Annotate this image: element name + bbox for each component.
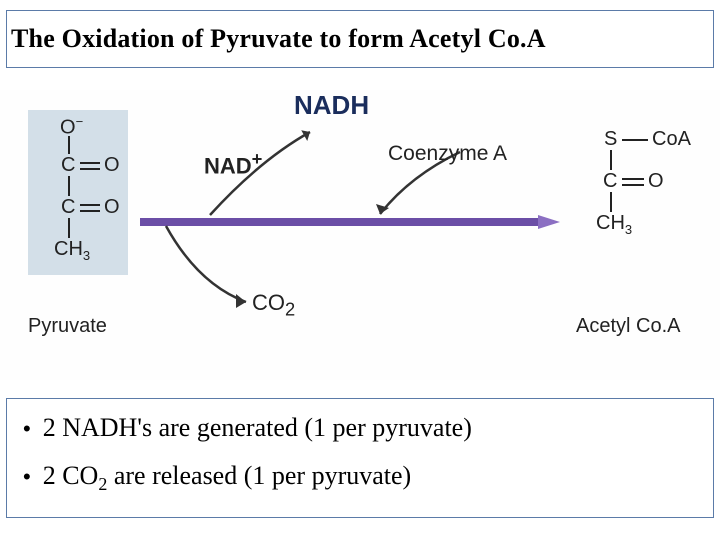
atom-ch: CH xyxy=(596,212,625,234)
sub-3: 3 xyxy=(83,248,90,263)
pyruvate-o-minus: O− xyxy=(60,114,83,140)
minus-superscript: − xyxy=(76,114,84,129)
pyruvate-c2: C xyxy=(61,196,75,219)
double-bond-bottom xyxy=(622,184,644,186)
bond-line xyxy=(610,192,612,212)
bullets-box: • 2 NADH's are generated (1 per pyruvate… xyxy=(6,398,714,518)
acetyl-coa-label: Acetyl Co.A xyxy=(576,315,680,338)
sub-3: 3 xyxy=(625,222,632,237)
title-box: The Oxidation of Pyruvate to form Acetyl… xyxy=(6,10,714,68)
coenzyme-a-label: Coenzyme A xyxy=(388,142,507,166)
acetyl-s: S xyxy=(604,128,617,151)
nad-text: NAD xyxy=(204,153,252,178)
double-bond-top xyxy=(80,162,100,164)
bullet-text-b: are released (1 per pyruvate) xyxy=(107,461,411,490)
pyruvate-ch3: CH3 xyxy=(54,238,90,263)
acetyl-coa-structure: S CoA C O CH3 xyxy=(582,128,712,278)
nadh-label: NADH xyxy=(294,90,369,121)
page-title: The Oxidation of Pyruvate to form Acetyl… xyxy=(11,24,546,54)
double-bond-top xyxy=(80,204,100,206)
bullet-text-a: 2 CO xyxy=(43,461,99,490)
bullet-sub: 2 xyxy=(98,474,107,494)
pyruvate-c1: C xyxy=(61,154,75,177)
bond-line xyxy=(68,176,70,196)
bullet-text: 2 NADH's are generated (1 per pyruvate) xyxy=(43,413,472,443)
co2-text: CO xyxy=(252,290,285,315)
co2-label: CO2 xyxy=(252,290,295,320)
pyruvate-o2: O xyxy=(104,196,120,219)
bond-line xyxy=(68,218,70,238)
double-bond-top xyxy=(622,178,644,180)
nad-plus-label: NAD+ xyxy=(204,148,262,179)
double-bond-bottom xyxy=(80,168,100,170)
single-bond xyxy=(622,139,648,141)
acetyl-ch3: CH3 xyxy=(596,212,632,237)
bullet-item: • 2 CO2 are released (1 per pyruvate) xyxy=(23,461,697,495)
acetyl-o: O xyxy=(648,170,664,193)
acetyl-coa: CoA xyxy=(652,128,691,151)
pyruvate-o1: O xyxy=(104,154,120,177)
nad-plus-sup: + xyxy=(252,148,263,169)
acetyl-c: C xyxy=(603,170,617,193)
bullet-item: • 2 NADH's are generated (1 per pyruvate… xyxy=(23,413,697,443)
reaction-diagram: O− C O C O CH3 Pyruvate NADH NAD+ xyxy=(0,90,720,380)
co2-sub: 2 xyxy=(285,298,295,319)
curve-path xyxy=(166,226,246,302)
bond-line xyxy=(68,136,70,154)
bullet-dot-icon: • xyxy=(23,418,31,440)
pyruvate-label: Pyruvate xyxy=(28,315,107,338)
bullet-text: 2 CO2 are released (1 per pyruvate) xyxy=(43,461,412,495)
double-bond-bottom xyxy=(80,210,100,212)
pyruvate-structure: O− C O C O CH3 xyxy=(28,110,128,275)
curve-arrowhead-icon xyxy=(236,294,246,308)
arrow-head-icon xyxy=(538,215,560,229)
atom-ch: CH xyxy=(54,238,83,260)
bullet-dot-icon: • xyxy=(23,466,31,488)
bond-line xyxy=(610,150,612,170)
